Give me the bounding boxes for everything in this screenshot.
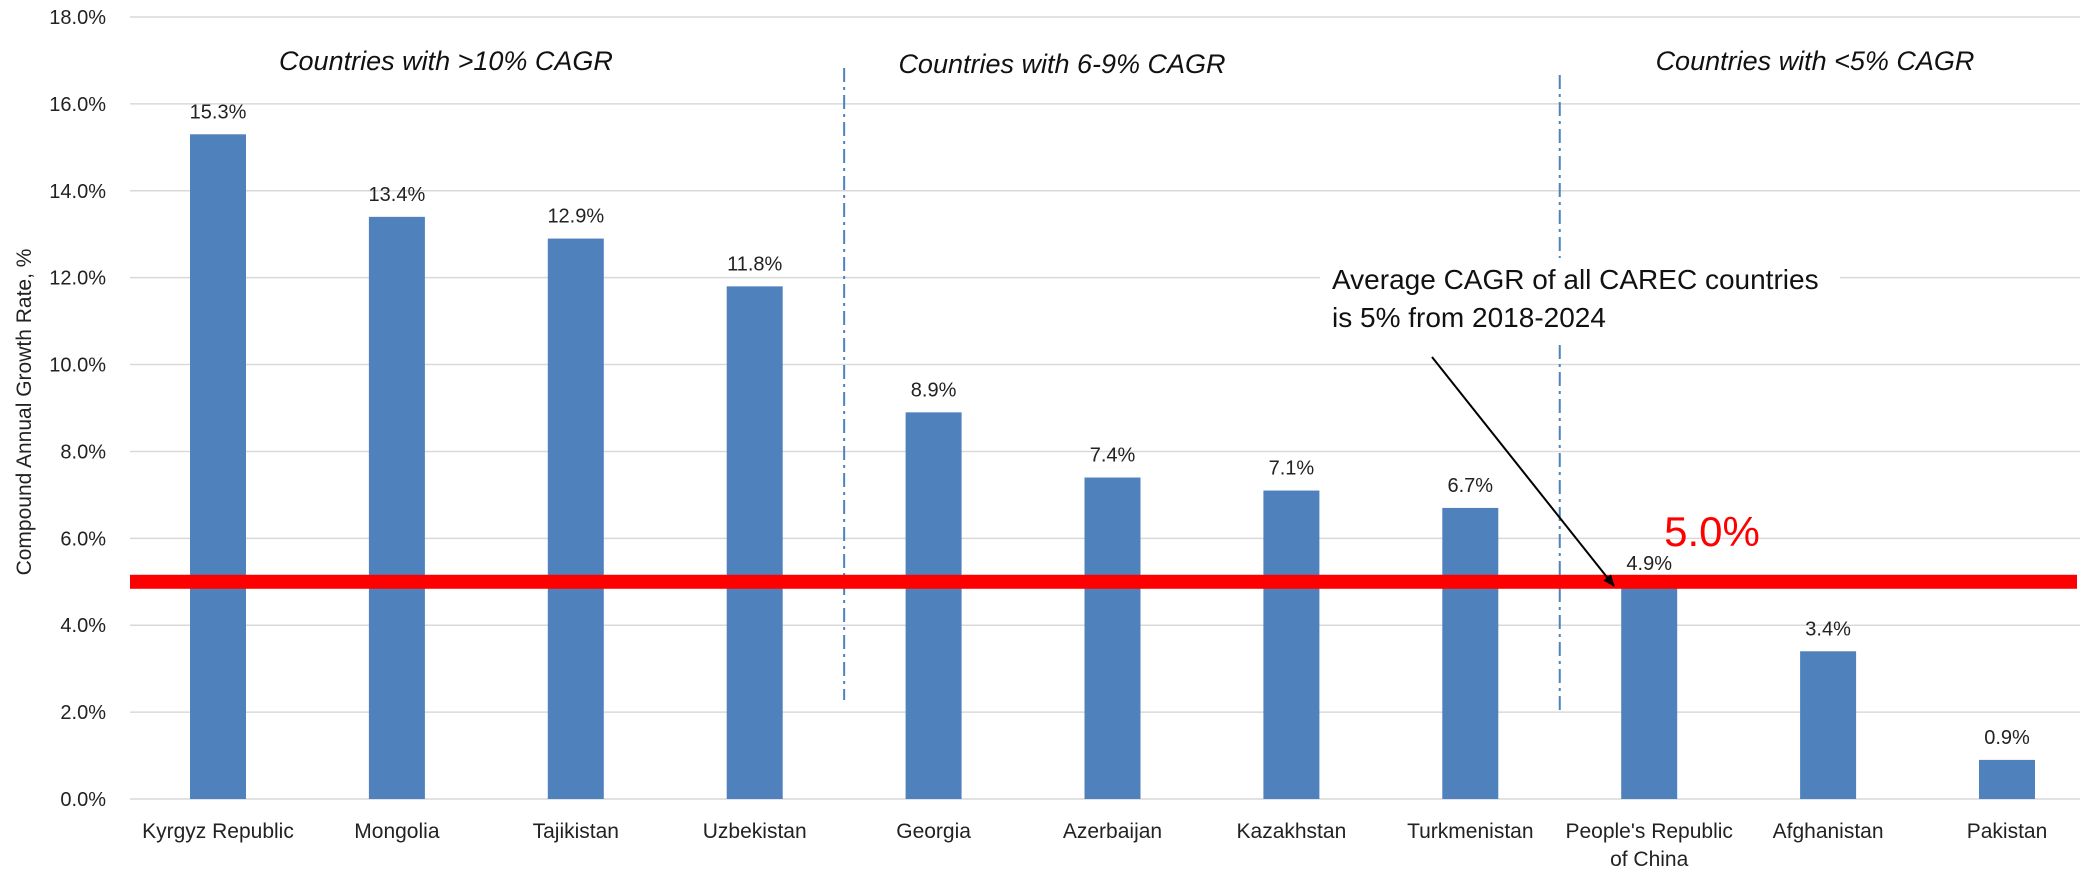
y-tick-label: 8.0%	[60, 441, 106, 463]
bar	[190, 134, 246, 800]
bar	[905, 412, 962, 799]
bar	[1442, 507, 1499, 799]
bar	[1084, 477, 1141, 799]
x-tick-label: Uzbekistan	[703, 820, 807, 843]
x-tick-label: Turkmenistan	[1407, 820, 1533, 843]
annotation-text-line2: is 5% from 2018-2024	[1332, 302, 1606, 333]
x-tick-label: Afghanistan	[1773, 820, 1884, 843]
x-tick-label: Azerbaijan	[1063, 820, 1162, 843]
x-tick-label: Kazakhstan	[1237, 820, 1347, 843]
group-label: Countries with >10% CAGR	[279, 46, 613, 76]
bar	[547, 238, 604, 800]
annotation-text-line1: Average CAGR of all CAREC countries	[1332, 264, 1819, 295]
data-label: 7.1%	[1269, 458, 1315, 480]
data-label: 13.4%	[369, 184, 426, 206]
x-tick-label: Kyrgyz Republic	[142, 820, 294, 843]
annotation-arrow	[1431, 356, 1615, 587]
data-label: 0.9%	[1984, 727, 2030, 749]
y-tick-label: 16.0%	[49, 94, 106, 116]
bar	[1621, 586, 1678, 799]
x-tick-label: Mongolia	[354, 820, 440, 843]
y-axis-title: Compound Annual Growth Rate, %	[13, 249, 36, 576]
data-label: 6.7%	[1448, 475, 1494, 497]
data-label: 7.4%	[1090, 445, 1136, 467]
bar	[368, 216, 425, 799]
y-tick-label: 10.0%	[49, 355, 106, 377]
average-line-label: 5.0%	[1664, 508, 1760, 555]
x-tick-label: People's Republic of China	[1565, 820, 1732, 869]
data-label: 4.9%	[1626, 553, 1672, 575]
x-tick-label: Georgia	[896, 820, 971, 843]
bar	[1800, 651, 1857, 799]
data-label: 3.4%	[1805, 618, 1851, 640]
y-tick-label: 18.0%	[49, 7, 106, 29]
y-tick-label: 2.0%	[60, 702, 106, 724]
y-tick-label: 14.0%	[49, 181, 106, 203]
data-label: 15.3%	[190, 101, 247, 123]
y-tick-label: 12.0%	[49, 268, 106, 290]
data-label: 11.8%	[727, 253, 782, 275]
annotation-box	[1320, 258, 1840, 340]
group-label: Countries with 6-9% CAGR	[898, 49, 1225, 79]
bar	[1979, 759, 2035, 799]
x-tick-label: Tajikistan	[533, 820, 619, 843]
y-tick-label: 4.0%	[60, 615, 106, 637]
y-tick-label: 6.0%	[60, 528, 106, 550]
bar	[1263, 490, 1320, 799]
group-label: Countries with <5% CAGR	[1656, 46, 1975, 76]
x-tick-label: Pakistan	[1967, 820, 2048, 843]
average-line	[130, 574, 2077, 589]
bar	[726, 286, 783, 799]
data-label: 8.9%	[911, 379, 957, 401]
y-tick-label: 0.0%	[60, 789, 106, 811]
data-label: 12.9%	[547, 206, 604, 228]
